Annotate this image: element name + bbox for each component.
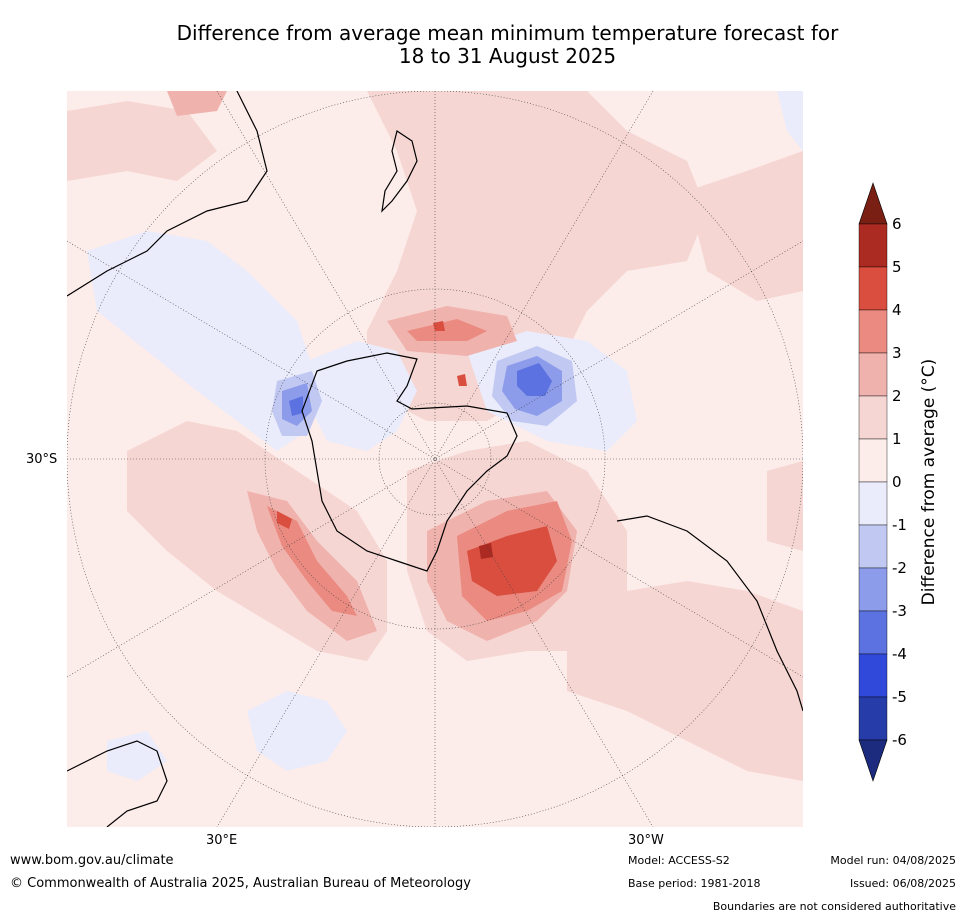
anomaly-neg4to-neg3-regions (289, 363, 552, 416)
footer-issued: Issued: 06/08/2025 (849, 877, 956, 890)
colorbar-tick-label: -4 (892, 645, 907, 663)
colorbar-tick-label: 3 (892, 344, 902, 362)
colorbar-extend-low (858, 739, 888, 782)
colorbar-segment (858, 610, 888, 655)
footer-disclaimer: Boundaries are not considered authoritat… (712, 900, 956, 913)
colorbar (858, 182, 888, 782)
colorbar-tick-label: 0 (892, 473, 902, 491)
colorbar-segment (858, 266, 888, 311)
colorbar-tick-label: 1 (892, 430, 902, 448)
colorbar-extend-high (858, 182, 888, 225)
coastlines (67, 91, 803, 827)
footer-copyright: © Commonwealth of Australia 2025, Austra… (10, 876, 471, 891)
colorbar-segment (858, 696, 888, 741)
colorbar-tick-label: 4 (892, 301, 902, 319)
colorbar-tick-label: -3 (892, 602, 907, 620)
title-line-2: 18 to 31 August 2025 (398, 44, 617, 68)
lon-label-30e: 30°E (206, 833, 238, 848)
colorbar-segment (858, 438, 888, 483)
anomaly-5to6-regions (479, 543, 493, 559)
colorbar-tick-label: 6 (892, 215, 902, 233)
footer-model: Model: ACCESS-S2 (628, 854, 730, 867)
colorbar-tick-label: 2 (892, 387, 902, 405)
south-america-coast (616, 515, 803, 712)
lat-label-30s: 30°S (26, 452, 58, 467)
colorbar-segment (858, 352, 888, 397)
lon-label-30w: 30°W (628, 833, 664, 848)
colorbar-tick-label: -2 (892, 559, 907, 577)
map-title: Difference from average mean minimum tem… (0, 22, 965, 68)
colorbar-tick-label: -1 (892, 516, 907, 534)
colorbar-tick-label: -5 (892, 688, 907, 706)
new-zealand-coast (381, 130, 418, 213)
polar-anomaly-map (67, 91, 803, 827)
graticule (67, 91, 803, 827)
antarctica-coast (301, 352, 518, 572)
colorbar-tick-label: -6 (892, 731, 907, 749)
colorbar-segment (858, 653, 888, 698)
colorbar-label: Difference from average (°C) (919, 358, 939, 606)
footer-base-period: Base period: 1981-2018 (628, 877, 761, 890)
colorbar-segment (858, 223, 888, 268)
colorbar-segment (858, 481, 888, 526)
colorbar-segment (858, 309, 888, 354)
footer-url[interactable]: www.bom.gov.au/climate (10, 853, 174, 868)
footer-model-run: Model run: 04/08/2025 (830, 854, 956, 867)
colorbar-segment (858, 524, 888, 569)
title-line-1: Difference from average mean minimum tem… (176, 21, 839, 45)
colorbar-segment (858, 395, 888, 440)
africa-coast (67, 740, 168, 827)
colorbar-tick-label: 5 (892, 258, 902, 276)
australia-coast (67, 91, 268, 297)
colorbar-segment (858, 567, 888, 612)
colorbar-segments (858, 182, 888, 782)
